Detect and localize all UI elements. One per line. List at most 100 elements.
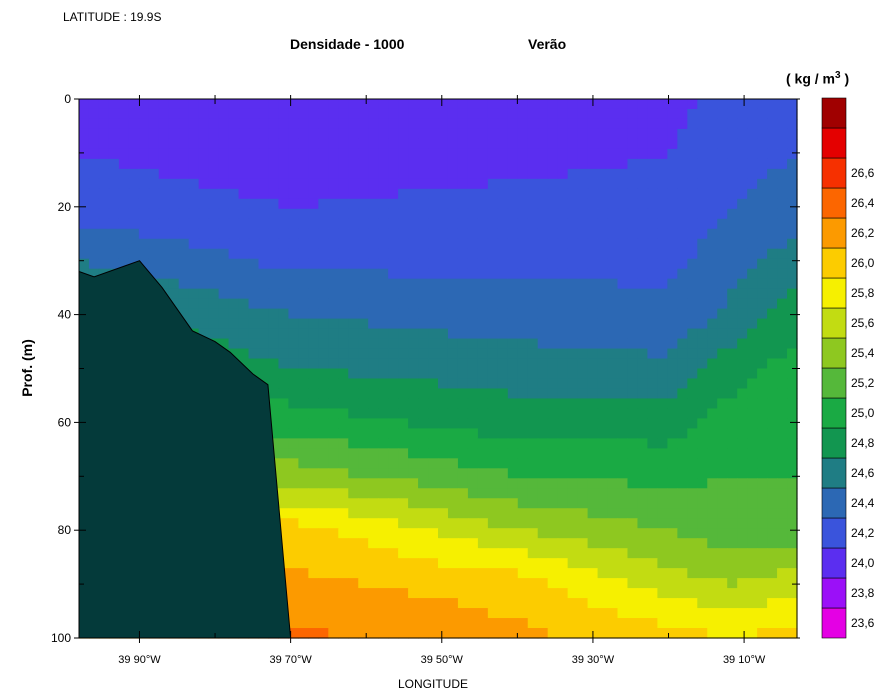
density-cell bbox=[707, 338, 718, 350]
density-cell bbox=[517, 468, 529, 479]
density-cell bbox=[707, 608, 718, 619]
density-cell bbox=[627, 618, 639, 629]
density-cell bbox=[248, 368, 260, 380]
density-cell bbox=[148, 99, 160, 110]
density-cell bbox=[657, 438, 668, 449]
density-cell bbox=[418, 108, 429, 120]
y-tick-label: 0 bbox=[64, 92, 71, 106]
density-cell bbox=[248, 338, 260, 350]
density-cell bbox=[148, 268, 160, 280]
density-cell bbox=[368, 108, 379, 120]
x-axis-label: LONGITUDE bbox=[398, 677, 469, 691]
density-cell bbox=[79, 118, 90, 130]
density-cell bbox=[677, 568, 688, 579]
density-cell bbox=[388, 178, 399, 190]
density-cell bbox=[597, 298, 609, 310]
density-cell bbox=[727, 268, 738, 280]
density-cell bbox=[717, 218, 728, 230]
density-cell bbox=[418, 548, 429, 559]
density-cell bbox=[218, 208, 230, 220]
density-cell bbox=[637, 208, 649, 220]
density-cell bbox=[467, 278, 479, 290]
density-cell bbox=[308, 248, 319, 260]
density-cell bbox=[697, 418, 708, 429]
density-cell bbox=[577, 258, 589, 270]
density-cell bbox=[537, 558, 549, 569]
density-cell bbox=[497, 498, 509, 509]
density-cell bbox=[527, 518, 539, 529]
density-cell bbox=[338, 178, 349, 190]
density-cell bbox=[467, 218, 479, 230]
density-cell bbox=[557, 268, 569, 280]
density-cell bbox=[408, 548, 419, 559]
density-cell bbox=[378, 108, 389, 120]
density-cell bbox=[418, 178, 429, 190]
density-cell bbox=[418, 218, 429, 230]
density-cell bbox=[517, 418, 529, 429]
density-cell bbox=[79, 158, 90, 170]
density-cell bbox=[727, 498, 738, 509]
density-cell bbox=[637, 138, 649, 150]
density-cell bbox=[627, 398, 639, 410]
density-cell bbox=[228, 168, 240, 180]
colorbar-swatch bbox=[821, 517, 847, 549]
density-cell bbox=[577, 358, 589, 370]
density-cell bbox=[148, 238, 160, 250]
density-cell bbox=[587, 388, 599, 400]
density-cell bbox=[517, 528, 529, 539]
density-cell bbox=[617, 228, 629, 240]
density-cell bbox=[338, 398, 349, 410]
density-cell bbox=[447, 548, 459, 559]
density-cell bbox=[248, 328, 260, 340]
density-cell bbox=[338, 458, 349, 469]
density-cell bbox=[408, 628, 419, 639]
density-cell bbox=[258, 268, 270, 280]
density-cell bbox=[687, 458, 698, 469]
density-cell bbox=[527, 568, 539, 579]
density-cell bbox=[497, 628, 509, 639]
density-cell bbox=[328, 168, 339, 180]
density-cell bbox=[408, 458, 419, 469]
density-cell bbox=[647, 408, 658, 420]
density-cell bbox=[477, 588, 489, 599]
density-cell bbox=[328, 318, 339, 330]
density-cell bbox=[218, 268, 230, 280]
density-cell bbox=[358, 548, 369, 559]
density-cell bbox=[547, 218, 559, 230]
density-cell bbox=[767, 468, 778, 479]
density-cell bbox=[487, 428, 499, 439]
density-cell bbox=[517, 158, 529, 170]
density-cell bbox=[457, 478, 469, 489]
density-cell bbox=[717, 198, 728, 210]
density-cell bbox=[318, 608, 329, 619]
density-cell bbox=[567, 378, 579, 390]
density-cell bbox=[707, 318, 718, 330]
density-cell bbox=[587, 398, 599, 410]
density-cell bbox=[597, 498, 609, 509]
density-cell bbox=[467, 388, 479, 400]
density-cell bbox=[158, 218, 170, 230]
density-cell bbox=[587, 468, 599, 479]
density-cell bbox=[457, 118, 469, 130]
density-cell bbox=[757, 338, 768, 350]
density-cell bbox=[388, 328, 399, 340]
density-cell bbox=[348, 178, 359, 190]
density-cell bbox=[487, 418, 499, 429]
density-cell bbox=[188, 99, 200, 110]
density-cell bbox=[148, 178, 160, 190]
density-cell bbox=[767, 528, 778, 539]
density-cell bbox=[378, 468, 389, 479]
density-cell bbox=[487, 218, 499, 230]
density-cell bbox=[667, 558, 678, 569]
density-cell bbox=[418, 99, 429, 110]
density-cell bbox=[707, 218, 718, 230]
density-cell bbox=[527, 368, 539, 380]
density-cell bbox=[418, 518, 429, 529]
density-cell bbox=[248, 128, 260, 140]
density-cell bbox=[288, 628, 299, 639]
density-cell bbox=[418, 278, 429, 290]
density-cell bbox=[647, 298, 658, 310]
density-cell bbox=[438, 178, 449, 190]
density-cell bbox=[747, 338, 758, 350]
density-cell bbox=[597, 508, 609, 519]
